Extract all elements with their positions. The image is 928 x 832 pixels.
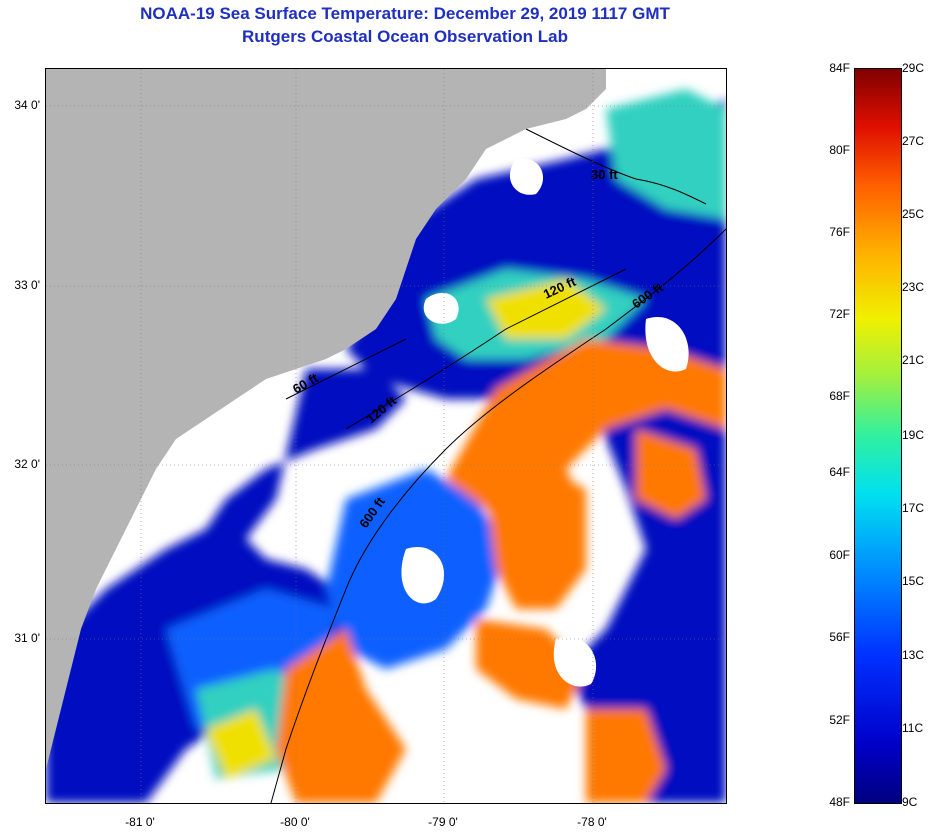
colorbar-f-64: 64F (829, 465, 850, 479)
contour-60ft (285, 338, 407, 400)
contour-600ft (270, 228, 726, 803)
colorbar-c-27: 27C (902, 134, 925, 148)
colorbar-c-17: 17C (902, 501, 925, 515)
lon-label-79: -79 0' (428, 815, 458, 829)
depth-contours (270, 128, 726, 803)
colorbar-c-23: 23C (902, 280, 925, 294)
land-mass (46, 69, 606, 769)
chart-title: NOAA-19 Sea Surface Temperature: Decembe… (140, 4, 670, 23)
colorbar-f-48: 48F (829, 795, 850, 809)
gulf-stream-far-south (586, 709, 666, 803)
contour-label-30ft: 30 ft (591, 167, 618, 182)
colorbar-c-13: 13C (902, 648, 925, 662)
gulf-stream-eddy (636, 429, 706, 519)
contour-120ft (345, 268, 627, 430)
colorbar-c-19: 19C (902, 428, 925, 442)
cloud-patches (401, 158, 689, 687)
colorbar-c-21: 21C (902, 353, 925, 367)
mild-water-north (606, 89, 726, 219)
contour-30ft (525, 128, 707, 205)
cloud-patch-2 (401, 547, 445, 604)
chart-subtitle: Rutgers Coastal Ocean Observation Lab (242, 27, 568, 46)
colorbar-c-25: 25C (902, 207, 925, 221)
warm-water-south (206, 709, 276, 779)
lat-label-32: 32 0' (14, 457, 40, 471)
colorbar-f-60: 60F (829, 548, 850, 562)
sst-map-canvas: 30 ft 120 ft 600 ft 60 ft 120 ft 600 ft (46, 69, 726, 803)
graticule (46, 69, 726, 803)
gulf-stream-southwest (276, 629, 406, 803)
cloud-patch-4 (553, 637, 597, 687)
colorbar-f-52: 52F (829, 713, 850, 727)
sst-field (46, 89, 726, 803)
colorbar-f-76: 76F (829, 225, 850, 239)
colorbar-f-72: 72F (829, 307, 850, 321)
colorbar-c-29: 29C (902, 61, 925, 75)
lon-label-78: -78 0' (577, 815, 607, 829)
lat-label-31: 31 0' (14, 631, 40, 645)
cloud-patch-5 (509, 158, 544, 195)
colorbar-c-11: 11C (902, 721, 924, 735)
colorbar-f-80: 80F (829, 143, 850, 157)
colorbar-f-56: 56F (829, 630, 850, 644)
gulf-stream-central (486, 469, 586, 609)
sst-map: 30 ft 120 ft 600 ft 60 ft 120 ft 600 ft (45, 68, 727, 804)
colorbar-f-68: 68F (829, 389, 850, 403)
colorbar-c-9: 9C (902, 795, 918, 809)
temperature-colorbar (854, 68, 902, 804)
cold-water-coast (46, 369, 406, 803)
colorbar-f-84: 84F (829, 61, 850, 75)
cloud-patch-1 (423, 292, 459, 324)
lon-label-80: -80 0' (280, 815, 310, 829)
lat-label-34: 34 0' (14, 98, 40, 112)
lat-label-33: 33 0' (14, 278, 40, 292)
lon-label-81: -81 0' (125, 815, 155, 829)
colorbar-c-15: 15C (902, 574, 925, 588)
cloud-patch-3 (645, 317, 689, 372)
